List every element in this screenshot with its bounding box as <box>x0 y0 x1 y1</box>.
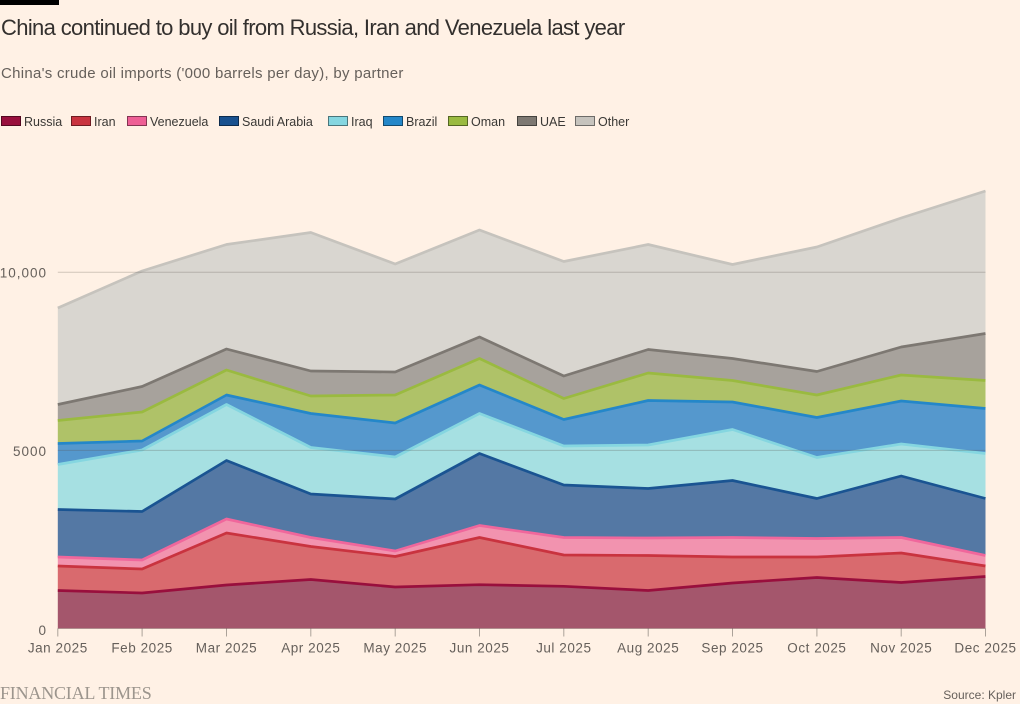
svg-text:10,000: 10,000 <box>0 266 47 281</box>
svg-text:Sep 2025: Sep 2025 <box>701 641 763 656</box>
svg-text:Apr 2025: Apr 2025 <box>281 641 340 656</box>
svg-text:Nov 2025: Nov 2025 <box>870 641 932 656</box>
svg-text:Dec 2025: Dec 2025 <box>954 641 1016 656</box>
svg-text:Oct 2025: Oct 2025 <box>787 641 846 656</box>
svg-text:Jan 2025: Jan 2025 <box>28 641 88 656</box>
svg-text:Aug 2025: Aug 2025 <box>617 641 679 656</box>
svg-text:Jul 2025: Jul 2025 <box>536 641 591 656</box>
svg-text:Jun 2025: Jun 2025 <box>450 641 510 656</box>
svg-text:Feb 2025: Feb 2025 <box>111 641 172 656</box>
svg-text:Mar 2025: Mar 2025 <box>196 641 257 656</box>
svg-text:0: 0 <box>38 623 47 638</box>
svg-text:5000: 5000 <box>13 444 47 459</box>
svg-text:May 2025: May 2025 <box>363 641 427 656</box>
